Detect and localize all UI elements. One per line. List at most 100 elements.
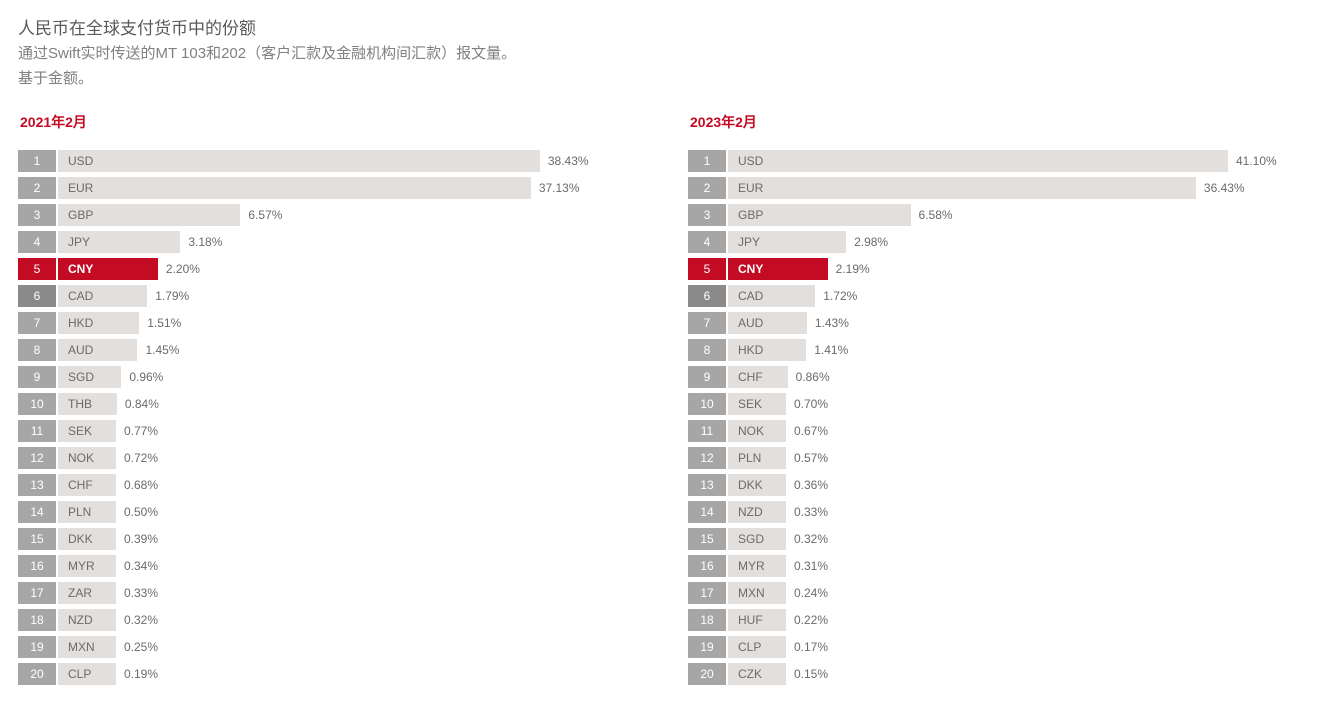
rank-box: 19 <box>18 636 56 658</box>
currency-code: HUF <box>738 609 763 631</box>
rank-box: 4 <box>688 231 726 253</box>
bar-area: CLP0.19% <box>58 663 618 685</box>
currency-code: GBP <box>68 204 93 226</box>
table-row: 14PLN0.50% <box>18 499 618 524</box>
rank-box: 13 <box>688 474 726 496</box>
chart-panels: 2021年2月1USD38.43%2EUR37.13%3GBP6.57%4JPY… <box>18 112 1317 688</box>
percent-label: 0.57% <box>794 447 828 469</box>
bar-area: MYR 0.34% <box>58 555 618 577</box>
percent-label: 0.22% <box>794 609 828 631</box>
table-row: 10SEK0.70% <box>688 391 1288 416</box>
rank-box: 17 <box>18 582 56 604</box>
table-row: 4JPY2.98% <box>688 229 1288 254</box>
chart-panel: 2021年2月1USD38.43%2EUR37.13%3GBP6.57%4JPY… <box>18 112 618 688</box>
bar-area: JPY2.98% <box>728 231 1288 253</box>
bar <box>728 150 1228 172</box>
percent-label: 1.51% <box>147 312 181 334</box>
table-row: 13DKK0.36% <box>688 472 1288 497</box>
currency-code: MYR <box>68 555 95 577</box>
table-row: 12NOK0.72% <box>18 445 618 470</box>
currency-code: EUR <box>738 177 763 199</box>
table-row: 1USD41.10% <box>688 148 1288 173</box>
table-row: 3GBP6.58% <box>688 202 1288 227</box>
table-row: 16MYR0.31% <box>688 553 1288 578</box>
bar-area: MYR0.31% <box>728 555 1288 577</box>
table-row: 19CLP0.17% <box>688 634 1288 659</box>
percent-label: 36.43% <box>1204 177 1245 199</box>
page-subtitle-2: 基于金额。 <box>18 68 1317 91</box>
bar-area: JPY3.18% <box>58 231 618 253</box>
rows-container: 1USD41.10%2EUR36.43%3GBP6.58%4JPY2.98%5C… <box>688 148 1288 686</box>
percent-label: 0.33% <box>124 582 158 604</box>
currency-code: PLN <box>738 447 761 469</box>
percent-label: 1.45% <box>145 339 179 361</box>
panel-title: 2023年2月 <box>690 112 1288 132</box>
percent-label: 0.19% <box>124 663 158 685</box>
percent-label: 0.68% <box>124 474 158 496</box>
percent-label: 0.25% <box>124 636 158 658</box>
percent-label: 3.18% <box>188 231 222 253</box>
bar-area: CAD1.79% <box>58 285 618 307</box>
rank-box: 7 <box>688 312 726 334</box>
currency-code: MYR <box>738 555 765 577</box>
bar-area: NOK0.67% <box>728 420 1288 442</box>
currency-code: DKK <box>68 528 93 550</box>
rank-box: 5 <box>18 258 56 280</box>
bar-area: CAD1.72% <box>728 285 1288 307</box>
bar-area: EUR 37.13% <box>58 177 618 199</box>
rank-box: 16 <box>688 555 726 577</box>
rank-box: 5 <box>688 258 726 280</box>
percent-label: 0.17% <box>794 636 828 658</box>
rank-box: 1 <box>688 150 726 172</box>
table-row: 12PLN0.57% <box>688 445 1288 470</box>
currency-code: PLN <box>68 501 91 523</box>
percent-label: 1.41% <box>814 339 848 361</box>
currency-code: HKD <box>738 339 763 361</box>
rank-box: 16 <box>18 555 56 577</box>
percent-label: 0.32% <box>124 609 158 631</box>
percent-label: 1.72% <box>823 285 857 307</box>
bar-area: DKK0.39% <box>58 528 618 550</box>
rank-box: 9 <box>688 366 726 388</box>
table-row: 9CHF0.86% <box>688 364 1288 389</box>
bar-area: GBP6.57% <box>58 204 618 226</box>
rows-container: 1USD38.43%2EUR37.13%3GBP6.57%4JPY3.18%5C… <box>18 148 618 686</box>
bar-area: HUF 0.22% <box>728 609 1288 631</box>
bar-area: SEK0.77% <box>58 420 618 442</box>
currency-code: CZK <box>738 663 762 685</box>
percent-label: 0.86% <box>796 366 830 388</box>
rank-box: 10 <box>688 393 726 415</box>
currency-code: EUR <box>68 177 93 199</box>
currency-code: USD <box>68 150 93 172</box>
rank-box: 20 <box>18 663 56 685</box>
rank-box: 14 <box>18 501 56 523</box>
rank-box: 8 <box>688 339 726 361</box>
bar-area: NOK0.72% <box>58 447 618 469</box>
currency-code: SGD <box>68 366 94 388</box>
currency-code: CNY <box>738 258 763 280</box>
bar-area: SEK0.70% <box>728 393 1288 415</box>
rank-box: 3 <box>688 204 726 226</box>
table-row: 17ZAR0.33% <box>18 580 618 605</box>
percent-label: 41.10% <box>1236 150 1277 172</box>
rank-box: 15 <box>688 528 726 550</box>
currency-code: NOK <box>68 447 94 469</box>
currency-code: MXN <box>738 582 765 604</box>
table-row: 8AUD1.45% <box>18 337 618 362</box>
table-row: 10THB0.84% <box>18 391 618 416</box>
table-row: 9SGD0.96% <box>18 364 618 389</box>
percent-label: 38.43% <box>548 150 589 172</box>
table-row: 5CNY2.20% <box>18 256 618 281</box>
currency-code: NZD <box>738 501 763 523</box>
bar-area: SGD0.96% <box>58 366 618 388</box>
percent-label: 0.33% <box>794 501 828 523</box>
rank-box: 4 <box>18 231 56 253</box>
percent-label: 37.13% <box>539 177 580 199</box>
currency-code: NZD <box>68 609 93 631</box>
percent-label: 2.19% <box>836 258 870 280</box>
page-subtitle-1: 通过Swift实时传送的MT 103和202（客户汇款及金融机构间汇款）报文量。 <box>18 43 1317 66</box>
currency-code: SEK <box>68 420 92 442</box>
percent-label: 0.34% <box>124 555 158 577</box>
currency-code: CHF <box>68 474 93 496</box>
table-row: 20CZK0.15% <box>688 661 1288 686</box>
